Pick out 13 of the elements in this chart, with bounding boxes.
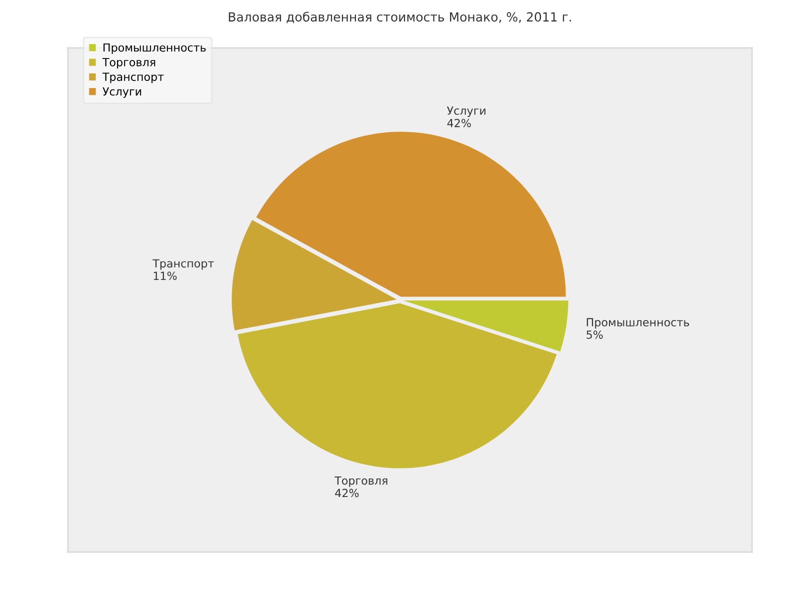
slice-label: Промышленность — [586, 318, 690, 329]
legend-label: Промышленность — [104, 43, 206, 54]
data-label: 5% — [586, 330, 603, 339]
slice-label: Торговля — [334, 476, 388, 487]
data-label: 42% — [447, 118, 471, 128]
slice-label: Транспорт — [152, 259, 214, 270]
chart-title: Валовая добавленная стоимость Монако, %, 2011 г. — [228, 12, 571, 24]
legend-label: Транспорт — [102, 72, 164, 84]
data-label: 42% — [335, 488, 359, 498]
legend-label: Услуги — [102, 87, 142, 98]
slice-label: Услуги — [446, 106, 486, 117]
legend-label: Торговля — [102, 58, 156, 69]
data-label: 11% — [154, 272, 177, 280]
